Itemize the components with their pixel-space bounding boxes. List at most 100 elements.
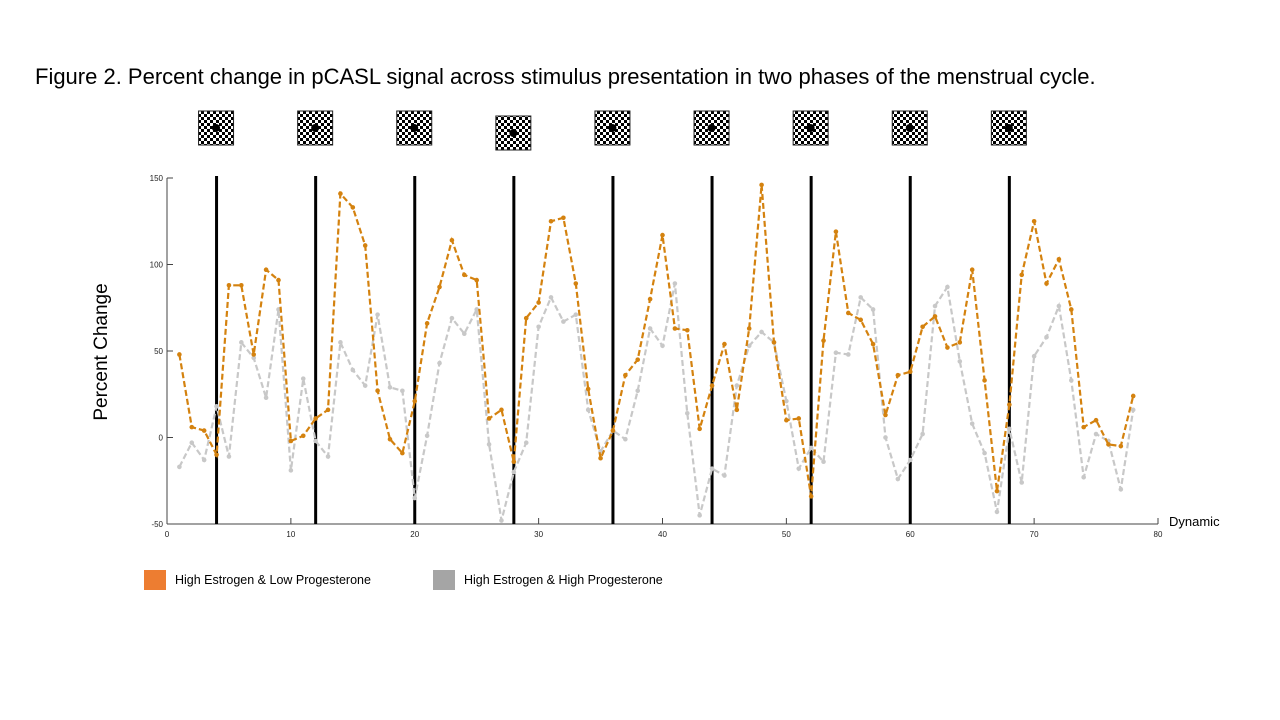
checkerboard-stimulus-icon [792,110,829,146]
figure-title: Figure 2. Percent change in pCASL signal… [35,64,1096,89]
legend-item-low-progesterone: High Estrogen & Low Progesterone [144,570,371,590]
data-point [883,435,888,440]
checkerboard-stimulus-icon [891,110,928,146]
data-point [387,436,393,442]
data-point [932,314,938,319]
data-point [870,341,876,347]
data-point [1031,218,1037,224]
legend-swatch-gray [433,570,455,590]
data-point [895,476,901,482]
data-point [808,445,814,451]
data-point [1068,378,1074,383]
data-point [796,466,802,471]
data-point [177,464,182,470]
data-point [672,281,678,286]
x-axis-title: Dynamic [1169,514,1220,529]
checkerboard-stimulus-icon [594,110,631,146]
data-point [957,340,963,345]
data-point [647,296,653,302]
series-layer [177,182,1136,523]
data-point [1068,307,1074,312]
data-point [536,324,541,330]
data-point [288,468,294,473]
data-point [214,452,219,458]
data-point [573,281,579,286]
data-point [239,340,244,345]
checkerboard-center [905,124,914,132]
data-point [709,383,715,388]
data-point [474,307,479,312]
data-point [1044,281,1049,286]
y-tick-label: 100 [150,261,164,270]
data-point [226,454,232,459]
data-point [1007,426,1012,432]
data-point [251,352,257,357]
legend-label: High Estrogen & High Progesterone [464,573,663,587]
x-tick-label: 10 [286,530,295,539]
data-point [1019,480,1025,485]
data-point [610,428,616,433]
data-point [486,442,492,447]
data-point [932,303,938,309]
data-point [412,495,418,501]
data-point [523,440,529,445]
x-tick-label: 30 [534,530,543,539]
data-point [672,326,678,331]
y-tick-label: 150 [150,174,164,183]
data-point [573,312,579,317]
data-point [276,277,281,283]
data-point [400,388,405,394]
data-point [722,473,727,478]
x-tick-label: 40 [658,530,667,539]
checkerboard-center [311,124,320,132]
data-point [201,428,207,433]
data-point [437,360,442,366]
series-high-progesterone [177,281,1136,523]
data-point [1056,257,1062,262]
x-tick-label: 50 [782,530,791,539]
data-point [585,407,591,413]
data-point [424,321,430,326]
data-point [759,182,764,188]
data-point [771,340,777,345]
data-point [623,436,628,442]
data-point [350,367,356,373]
data-point [226,282,232,288]
data-point [474,277,479,283]
data-point [499,407,504,413]
data-point [449,237,455,243]
data-point [994,488,1000,494]
data-point [412,398,418,404]
data-point [920,431,925,437]
data-point [300,433,306,439]
data-point [375,312,380,317]
data-point [201,457,207,463]
data-point [338,340,343,345]
data-point [697,426,702,432]
x-tick-label: 0 [165,530,170,539]
x-tick-label: 80 [1154,530,1163,539]
data-point [1031,353,1037,359]
data-point [486,416,492,421]
data-point [1118,443,1124,449]
checkerboard-center [608,124,617,132]
data-point [660,232,665,238]
data-point [362,243,368,248]
data-point [907,369,913,375]
data-point [722,341,727,347]
data-point [709,466,715,471]
data-point [895,372,901,378]
data-point [1106,442,1111,447]
data-point [907,457,913,463]
data-point [635,357,641,362]
data-point [387,385,393,390]
legend-item-high-progesterone: High Estrogen & High Progesterone [433,570,663,590]
data-point [375,388,380,394]
data-point [561,319,566,324]
data-point [994,509,1000,515]
data-point [313,416,318,421]
data-point [1093,417,1099,423]
data-point [189,440,195,445]
data-point [1081,474,1086,480]
